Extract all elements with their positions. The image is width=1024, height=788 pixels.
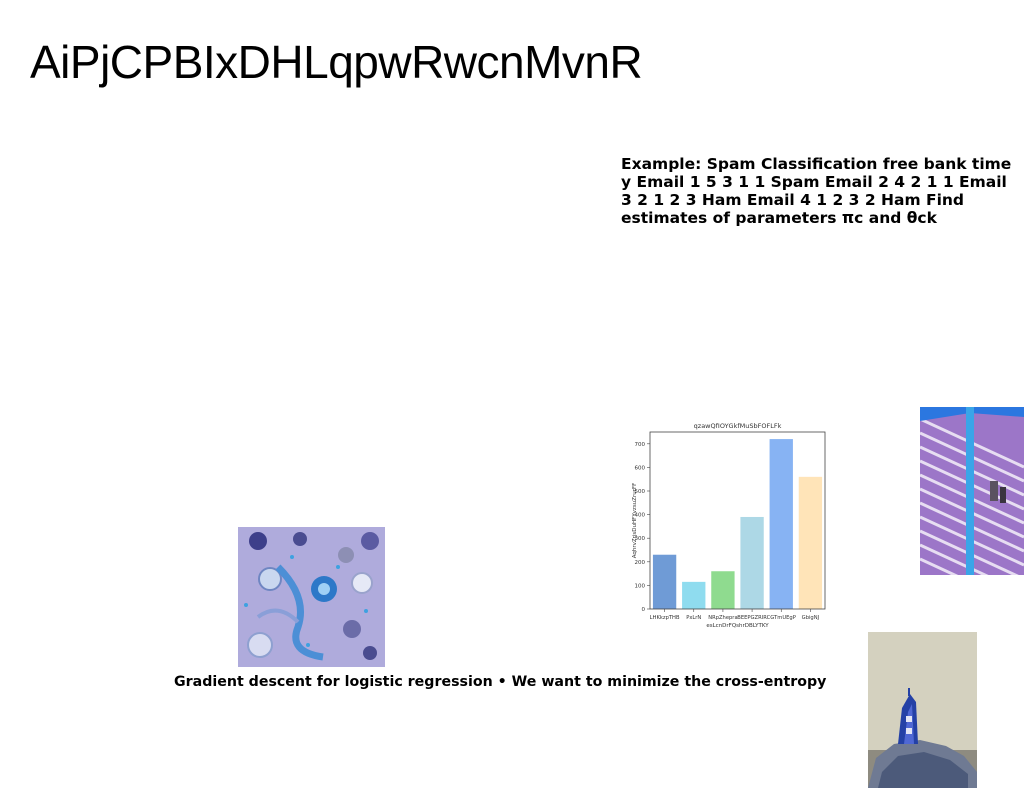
chart-bar: [740, 516, 764, 609]
x-tick-label: NRpZhepra: [708, 615, 737, 621]
example-text: Example: Spam Classification free bank t…: [621, 155, 1012, 227]
x-axis-label: esLcnDrFQshrDBLYTKY: [706, 623, 769, 629]
x-tick-label: GbigNJ: [802, 615, 820, 621]
slide-title: AiPjCPBIxDHLqpwRwcnMvnR: [30, 36, 643, 88]
y-tick-label: 0: [642, 607, 646, 613]
y-tick-label: 500: [635, 489, 646, 495]
chart-bar: [682, 581, 706, 609]
y-tick-label: 300: [635, 536, 646, 542]
ornaments-photo: [238, 527, 385, 667]
y-axis-label: AqhrvZrjsDuHFYvzsuZrurFF: [632, 483, 638, 559]
chart-title: qzawQfIOYGkfMuSbFOFLFk: [694, 422, 782, 430]
y-tick-label: 600: [635, 465, 646, 471]
x-tick-label: PxLrN: [686, 615, 701, 621]
y-tick-label: 400: [635, 513, 646, 519]
chart-bar: [798, 476, 823, 609]
x-tick-label: BEEPGZRIR: [737, 615, 767, 621]
y-tick-label: 700: [635, 442, 646, 448]
x-tick-label: LHKkzpTHB: [650, 615, 680, 621]
chart-bar: [769, 439, 793, 609]
building-photo: [920, 407, 1024, 575]
y-tick-label: 200: [635, 560, 646, 566]
lighthouse-photo: [868, 632, 977, 788]
bar-chart: qzawQfIOYGkfMuSbFOFLFk 0 100 200 300 400 500 60…: [630, 418, 840, 633]
slide-caption: Gradient descent for logistic regression…: [174, 674, 827, 690]
x-tick-label: CGTmUEgP: [767, 615, 796, 621]
chart-bar: [652, 554, 677, 609]
y-tick-label: 100: [635, 583, 646, 589]
chart-frame: [649, 431, 826, 610]
chart-bar: [711, 571, 735, 609]
